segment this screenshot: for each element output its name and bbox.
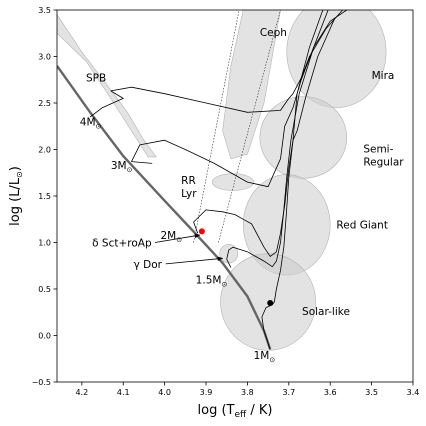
region-mira xyxy=(286,10,387,108)
x-tick-label: 4.2 xyxy=(75,388,88,397)
instability-strip-red-edge xyxy=(218,10,281,243)
variability-regions xyxy=(57,10,387,351)
arrow-label-2: γ Dor xyxy=(134,259,163,271)
label-spb: SPB xyxy=(86,73,106,85)
y-axis-ticks: −0.5 0.0 0.5 1.0 1.5 2.0 2.5 3.0 3.5 xyxy=(32,6,57,387)
star-marker-1 xyxy=(198,228,205,235)
region-spb xyxy=(57,14,157,158)
track-2m xyxy=(193,19,335,257)
label-regular: Regular xyxy=(363,156,404,168)
star-marker-2 xyxy=(267,299,274,306)
instability-strip-blue-edge xyxy=(193,10,240,243)
x-tick-label: 3.6 xyxy=(324,388,337,397)
arrow-1 xyxy=(154,233,201,243)
track-3m xyxy=(131,10,348,188)
region-semi-regular xyxy=(259,96,348,179)
y-axis-label: log (L/L⊙) xyxy=(8,166,24,226)
label-rr: RR xyxy=(181,175,196,187)
label-2m: 2M⊙ xyxy=(160,230,182,244)
label-semi-: Semi- xyxy=(363,143,393,155)
y-tick-label: −0.5 xyxy=(32,378,51,387)
label-mira: Mira xyxy=(372,70,395,82)
label-1-5m: 1.5M⊙ xyxy=(196,274,228,288)
x-tick-label: 4.1 xyxy=(117,388,130,397)
label-3m: 3M⊙ xyxy=(111,160,133,174)
y-tick-label: 2.5 xyxy=(38,99,51,108)
x-tick-label: 3.7 xyxy=(282,388,295,397)
track-4m xyxy=(89,10,343,118)
y-tick-label: 0.5 xyxy=(38,285,51,294)
x-tick-label: 3.9 xyxy=(200,388,213,397)
region-ceph xyxy=(222,10,281,160)
label-lyr: Lyr xyxy=(181,188,197,200)
arrow-labels: δ Sct+roAp γ Dor xyxy=(92,233,224,271)
x-tick-label: 3.8 xyxy=(241,388,254,397)
y-tick-label: 1.0 xyxy=(38,239,51,248)
y-tick-label: 1.5 xyxy=(38,192,51,201)
evolution-tracks xyxy=(89,10,348,350)
arrow-2 xyxy=(165,256,224,265)
x-tick-label: 4.0 xyxy=(158,388,171,397)
marked-stars xyxy=(198,228,274,306)
x-axis-ticks: 4.2 4.1 4.0 3.9 3.8 3.7 3.6 3.5 3.4 xyxy=(75,382,419,397)
label-1m: 1M⊙ xyxy=(254,350,276,364)
x-axis-label: log (Teff / K) xyxy=(198,403,273,420)
instability-strip xyxy=(193,10,281,243)
label-solar-like: Solar-like xyxy=(302,306,350,318)
label-4m: 4M⊙ xyxy=(80,116,102,130)
label-ceph: Ceph xyxy=(260,27,287,39)
track-1-5m xyxy=(226,10,329,268)
y-tick-label: 3.5 xyxy=(38,6,51,15)
y-tick-label: 2.0 xyxy=(38,146,51,155)
arrow-label-1: δ Sct+roAp xyxy=(92,238,152,250)
x-tick-label: 3.4 xyxy=(407,388,420,397)
x-tick-label: 3.5 xyxy=(365,388,378,397)
label-red-giant: Red Giant xyxy=(336,220,388,232)
track-1m xyxy=(261,10,324,350)
y-tick-label: 3.0 xyxy=(38,53,51,62)
y-tick-label: 0.0 xyxy=(38,332,51,341)
region-1-5m xyxy=(219,244,239,264)
